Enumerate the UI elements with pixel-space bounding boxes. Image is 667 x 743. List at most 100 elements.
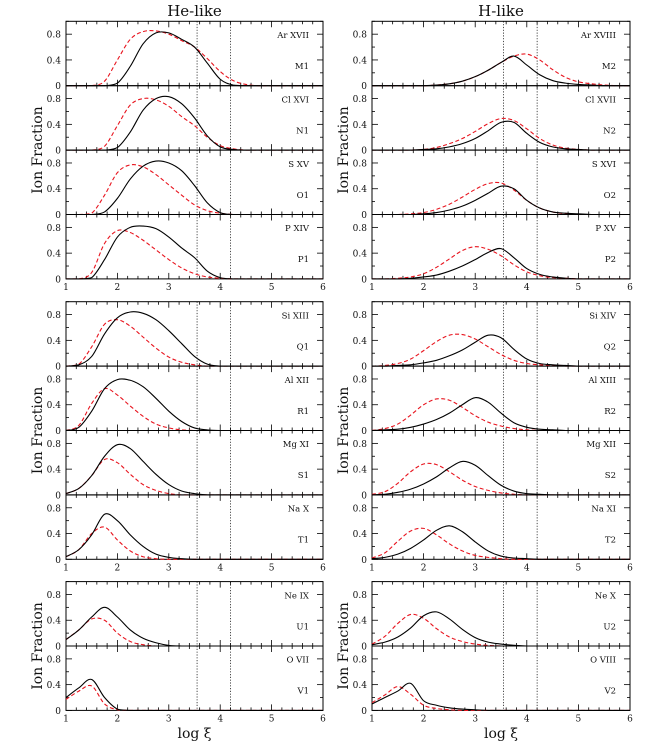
x-tick-label: 1 [369, 714, 375, 724]
ion-label: Na XI [591, 505, 616, 515]
ion-label: O VII [286, 656, 309, 666]
y-tick-label: 0.4 [47, 530, 62, 540]
y-tick-label: 0.4 [353, 401, 368, 411]
panel-label: T2 [605, 536, 616, 546]
panel-m2: 0 0.4 0.8 Ar XVIII M2 [353, 20, 631, 92]
y-tick-label: 0.8 [47, 655, 62, 665]
x-tick-label: 2 [115, 563, 121, 573]
x-tick-label: 4 [217, 714, 223, 724]
ion-label: Cl XVII [585, 95, 616, 105]
solid-curve [371, 460, 630, 496]
panel-label: S2 [605, 471, 616, 481]
ion-label: Mg XI [283, 440, 309, 450]
x-tick-label: 4 [217, 283, 223, 293]
x-tick-label: 3 [472, 283, 478, 293]
dashed-curve [372, 117, 630, 151]
x-tick-label: 6 [320, 714, 326, 724]
x-tick-label: 5 [576, 283, 582, 293]
y-tick-label: 0 [361, 427, 367, 437]
y-tick-label: 0 [55, 643, 61, 653]
x-tick-label: 5 [269, 714, 275, 724]
y-tick-label: 0.4 [353, 617, 368, 627]
panel-label: N2 [603, 126, 616, 136]
solid-curve [371, 525, 630, 560]
solid-curve [66, 225, 323, 280]
y-tick-label: 0 [55, 275, 61, 285]
panel-n2: 0 0.4 0.8 Cl XVII N2 [353, 85, 631, 157]
panel-label: O1 [297, 191, 309, 201]
y-tick-label: 0 [361, 556, 367, 566]
y-tick-label: 0 [361, 643, 367, 653]
panel-label: O2 [604, 191, 616, 201]
panel-label: M1 [295, 62, 309, 72]
ion-label: S XV [288, 160, 310, 170]
panel-label: T1 [298, 536, 309, 546]
x-tick-label: 1 [63, 563, 69, 573]
y-tick-label: 0 [55, 707, 61, 717]
y-tick-label: 0.4 [47, 337, 62, 347]
panel-label: N1 [296, 126, 309, 136]
panel-frame [65, 214, 324, 280]
x-tick-label: 5 [269, 563, 275, 573]
panel-label: U2 [603, 622, 616, 632]
x-tick-label: 2 [115, 714, 121, 724]
panel-s1: 0 0.4 0.8 Mg XI S1 [47, 430, 324, 501]
panel-v1: 0 0.4 0.8 O VII V1 1 2 3 4 5 6 [47, 645, 326, 724]
panel-v2: 0 0.4 0.8 O VIII V2 1 2 3 4 5 6 [353, 645, 633, 724]
x-tick-label: 5 [576, 714, 582, 724]
ion-label: Al XIII [587, 376, 616, 386]
y-tick-label: 0.8 [47, 95, 62, 105]
solid-curve [371, 55, 630, 87]
x-tick-label: 4 [524, 283, 530, 293]
y-tick-label: 0.8 [47, 159, 62, 169]
y-tick-label: 0.4 [353, 530, 368, 540]
y-tick-label: 0.4 [353, 466, 368, 476]
x-tick-label: 6 [320, 563, 326, 573]
panel-label: Q2 [604, 342, 616, 352]
y-tick-label: 0.4 [47, 185, 62, 195]
y-tick-label: 0.8 [353, 31, 368, 41]
dashed-curve [372, 246, 630, 280]
ion-label: Mg XII [586, 440, 616, 450]
panel-label: U1 [296, 622, 309, 632]
solid-curve [372, 334, 630, 367]
x-tick-label: 1 [369, 563, 375, 573]
x-tick-label: 1 [369, 283, 375, 293]
panel-o1: 0 0.4 0.8 S XV O1 [47, 149, 324, 221]
y-tick-label: 0.8 [47, 224, 62, 234]
x-axis-label: log ξ [484, 726, 518, 742]
panel-frame [371, 581, 631, 647]
ion-label: P XIV [285, 224, 310, 234]
y-tick-label: 0.8 [47, 504, 62, 514]
dashed-curve [371, 53, 630, 87]
y-tick-label: 0 [55, 491, 61, 501]
x-tick-label: 2 [421, 714, 427, 724]
x-tick-label: 4 [524, 714, 530, 724]
panel-o2: 0 0.4 0.8 S XVI O2 [353, 149, 631, 221]
ion-label: Ne IX [284, 591, 310, 601]
y-tick-label: 0.8 [353, 375, 368, 385]
y-tick-label: 0 [361, 211, 367, 221]
panel-n1: 0 0.4 0.8 Cl XVI N1 [47, 85, 324, 157]
ion-label: Si XIV [589, 311, 617, 321]
panel-p2: 0 0.4 0.8 P XV P2 1 2 3 4 5 6 [353, 214, 633, 293]
y-tick-label: 0.4 [47, 617, 62, 627]
x-tick-label: 3 [166, 714, 172, 724]
panel-r1: 0 0.4 0.8 Al XII R1 [47, 365, 324, 437]
ion-label: S XVI [592, 160, 616, 170]
panel-label: S1 [298, 471, 309, 481]
panel-frame [371, 494, 631, 560]
y-tick-label: 0.4 [47, 121, 62, 131]
dashed-curve [65, 526, 323, 560]
x-tick-label: 1 [63, 714, 69, 724]
ion-label: Si XIII [282, 311, 309, 321]
ion-label: Cl XVI [282, 95, 309, 105]
solid-curve [371, 185, 630, 216]
y-axis-label: Ion Fraction [336, 602, 352, 690]
y-axis-label: Ion Fraction [336, 387, 352, 475]
solid-curve [65, 160, 323, 216]
dashed-curve [65, 319, 323, 367]
y-tick-label: 0.8 [47, 591, 62, 601]
x-tick-label: 2 [115, 283, 121, 293]
